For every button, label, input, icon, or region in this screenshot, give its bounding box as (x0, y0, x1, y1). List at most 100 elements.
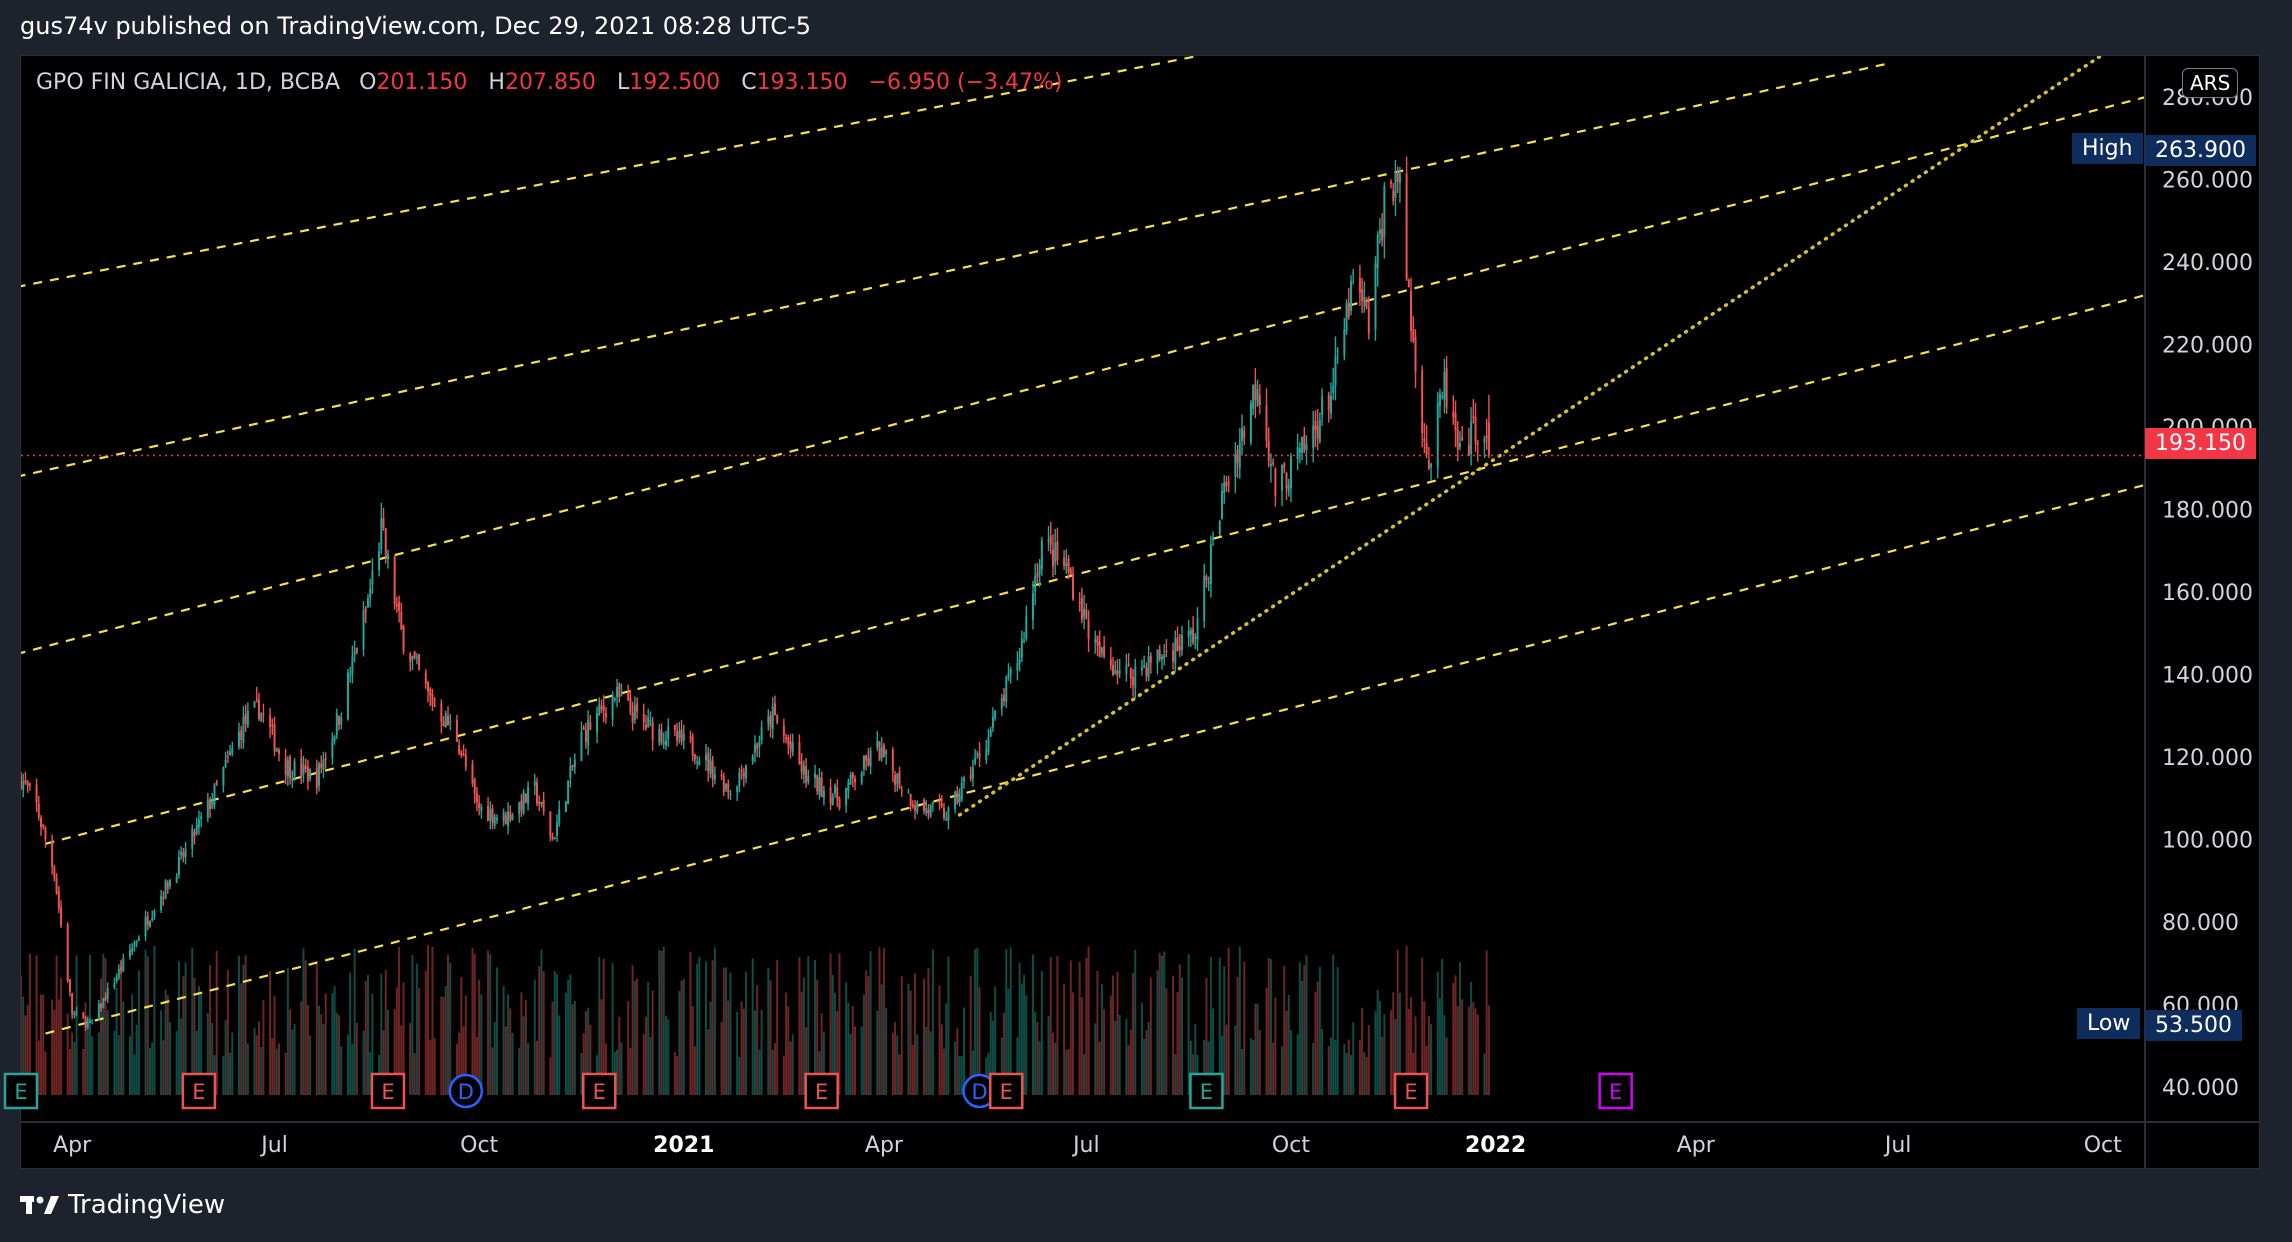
volume-bar (567, 979, 570, 1095)
volume-bar (320, 1014, 323, 1095)
volume-bar (1160, 955, 1163, 1095)
candle-body (440, 703, 443, 722)
candle-body (1129, 667, 1132, 679)
volume-bar (954, 1041, 957, 1095)
volume-bar (758, 1049, 761, 1095)
candle-body (293, 761, 296, 777)
volume-bar (802, 977, 805, 1095)
event-letter: E (593, 1080, 606, 1104)
candle-body (1165, 650, 1168, 653)
candle-body (1040, 540, 1043, 570)
volume-bar (447, 954, 450, 1095)
volume-bar (782, 1055, 785, 1095)
candle-body (255, 698, 258, 700)
volume-bar (231, 1032, 234, 1095)
volume-bar (102, 954, 105, 1095)
time-tick-label: Oct (1272, 1133, 1310, 1158)
earnings-box (1598, 1072, 1633, 1110)
candle-body (164, 880, 167, 899)
candle-body (1018, 658, 1021, 664)
volume-bar (493, 1022, 496, 1095)
candle-body (151, 917, 154, 921)
candle-body (473, 780, 476, 794)
volume-bar (862, 994, 865, 1095)
volume-bar (1096, 970, 1099, 1095)
candle-body (691, 736, 694, 756)
candle-body (631, 712, 634, 723)
volume-bar (1238, 946, 1241, 1095)
volume-bar (364, 980, 367, 1095)
candle-body (86, 1021, 89, 1029)
volume-bar (582, 1033, 585, 1095)
candle-body (100, 1003, 103, 1008)
volume-bar (211, 1022, 214, 1095)
volume-bar (773, 1043, 776, 1095)
chart-frame[interactable] (20, 55, 2260, 1169)
candle-body (458, 745, 461, 754)
volume-bar (1321, 1028, 1324, 1095)
volume-bar (540, 949, 543, 1095)
volume-bar (822, 1031, 825, 1095)
volume-bar (1345, 1053, 1348, 1095)
candle-body (1298, 448, 1301, 453)
volume-bar (1051, 1032, 1054, 1095)
volume-bar (480, 994, 483, 1095)
volume-bar (876, 1010, 879, 1095)
earnings-event-marker: E (1393, 1072, 1429, 1110)
volume-bar (1034, 1012, 1037, 1095)
candle-body (535, 782, 538, 804)
volume-bar (507, 994, 510, 1095)
event-letter: E (192, 1080, 205, 1104)
candle-body (148, 920, 151, 927)
candle-body (269, 715, 272, 728)
volume-bar (1438, 998, 1441, 1095)
candle-body (1472, 416, 1475, 418)
candle-body (867, 758, 870, 766)
volume-bar (922, 978, 925, 1095)
candle-body (1127, 664, 1130, 666)
candle-body (277, 749, 280, 755)
candle-body (21, 774, 22, 789)
volume-bar (366, 974, 369, 1095)
volume-bar (1209, 956, 1212, 1095)
candle-body (1125, 665, 1128, 674)
candle-body (309, 768, 312, 780)
candle-body (1289, 455, 1292, 488)
volume-bar (400, 1025, 403, 1095)
volume-bar (1005, 949, 1008, 1095)
low-value: 192.500 (629, 70, 721, 95)
volume-bar (1376, 990, 1379, 1095)
tradingview-brand[interactable]: TradingView (20, 1190, 225, 1220)
event-letter: E (381, 1080, 394, 1104)
candle-body (662, 741, 665, 745)
candle-body (589, 722, 592, 730)
candle-body (1321, 396, 1324, 415)
candle-body (1381, 228, 1384, 241)
candle-body (740, 769, 743, 773)
candle-body (1334, 355, 1337, 387)
candle-body (502, 812, 505, 822)
volume-bar (240, 983, 243, 1095)
volume-bar (664, 1015, 667, 1095)
candle-body (636, 703, 639, 712)
candle-body (104, 997, 107, 1001)
candle-body (460, 752, 463, 756)
candle-body (382, 517, 385, 528)
candle-body (135, 941, 138, 943)
volume-bar (418, 988, 421, 1095)
candle-body (1445, 367, 1448, 408)
volume-bar (1234, 1025, 1237, 1095)
tradingview-logo-icon (20, 1196, 59, 1214)
candle-body (549, 811, 552, 837)
earnings-event-marker: E (1598, 1072, 1633, 1110)
volume-bar (709, 1001, 712, 1095)
currency-badge[interactable]: ARS (2182, 68, 2239, 98)
volume-bar (1009, 947, 1012, 1095)
candle-body (725, 784, 728, 790)
earnings-box (1393, 1072, 1429, 1110)
volume-bar (1265, 987, 1268, 1095)
candle-body (1249, 402, 1252, 443)
candle-body (1020, 638, 1023, 658)
candle-body (1312, 425, 1315, 449)
